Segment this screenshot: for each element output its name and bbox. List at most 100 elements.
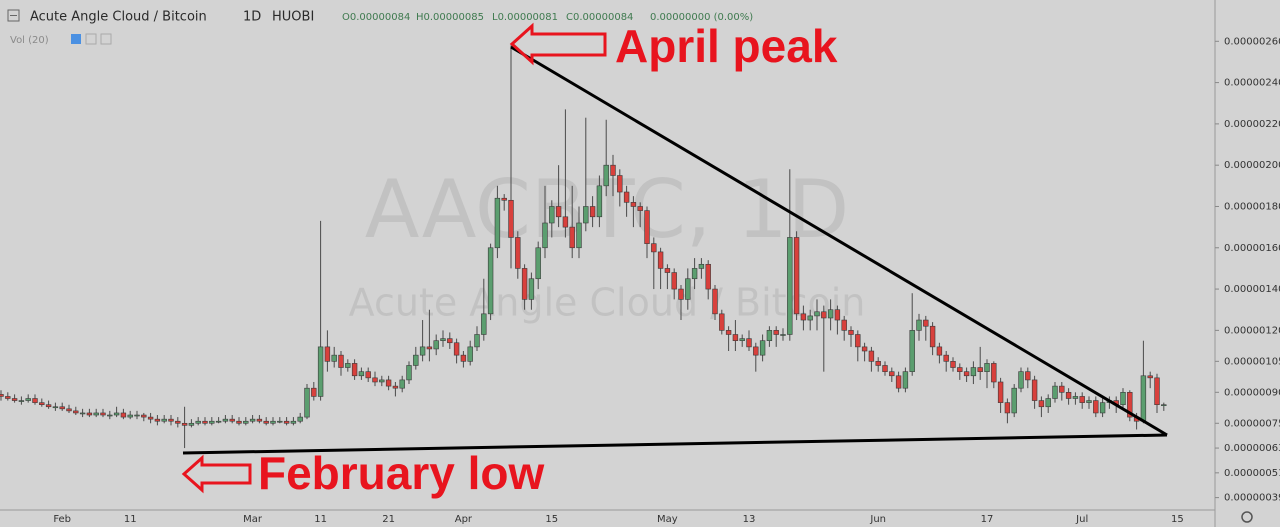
candle-body bbox=[297, 416, 303, 422]
candle-body bbox=[882, 365, 888, 372]
candle-body bbox=[787, 237, 793, 335]
candle-body bbox=[351, 363, 358, 377]
candle-body bbox=[290, 420, 297, 424]
candle-body bbox=[283, 420, 290, 424]
candle-body bbox=[1004, 402, 1011, 414]
candle-body bbox=[657, 251, 664, 269]
candle-body bbox=[712, 288, 718, 315]
candle-body bbox=[630, 202, 637, 207]
candle-body bbox=[807, 315, 813, 321]
candle-body bbox=[1025, 371, 1031, 381]
candle-body bbox=[868, 350, 875, 362]
candle-body bbox=[79, 412, 86, 415]
candle-body bbox=[766, 330, 773, 341]
candle-body bbox=[902, 371, 909, 389]
candle-body bbox=[746, 338, 752, 348]
candle-body bbox=[263, 420, 269, 424]
candle-body bbox=[154, 418, 161, 422]
candle-body bbox=[494, 197, 501, 249]
candle-body bbox=[270, 420, 276, 424]
candle-body bbox=[317, 346, 324, 397]
candle-body bbox=[18, 400, 25, 402]
volume-label[interactable]: Vol (20) bbox=[10, 35, 49, 46]
candle-body bbox=[1099, 402, 1106, 414]
candle-body bbox=[773, 330, 779, 335]
watermark-subtitle: Acute Angle Cloud / Bitcoin bbox=[349, 281, 866, 325]
y-tick-label: 0.00000140 bbox=[1224, 284, 1280, 295]
candle-body bbox=[1065, 392, 1072, 399]
candle-body bbox=[555, 206, 562, 218]
candle-body bbox=[365, 371, 371, 379]
candle-body bbox=[39, 402, 45, 405]
candle-body bbox=[596, 185, 603, 218]
candle-body bbox=[1079, 396, 1085, 403]
candle-body bbox=[127, 414, 133, 418]
candle-body bbox=[800, 313, 807, 321]
candle-body bbox=[719, 313, 725, 331]
candle-body bbox=[487, 247, 494, 315]
candle-body bbox=[277, 420, 283, 423]
candle-body bbox=[623, 191, 630, 203]
candle-body bbox=[467, 346, 473, 362]
candle-body bbox=[1059, 385, 1065, 393]
arrow-april bbox=[509, 22, 607, 66]
candle-body bbox=[406, 365, 412, 381]
close-value: C0.00000084 bbox=[566, 12, 633, 23]
symbol[interactable]: Acute Angle Cloud / Bitcoin bbox=[30, 10, 207, 25]
candle-body bbox=[345, 363, 351, 368]
y-tick-label: 0.00000160 bbox=[1224, 243, 1280, 254]
candle-body bbox=[100, 412, 106, 416]
candle-body bbox=[379, 379, 385, 383]
candle-body bbox=[841, 319, 847, 331]
candle-body bbox=[528, 278, 535, 300]
support-trendline[interactable] bbox=[182, 433, 1168, 455]
settings-button[interactable] bbox=[85, 33, 97, 45]
x-tick-label: 17 bbox=[981, 514, 994, 525]
remove-button[interactable] bbox=[100, 33, 112, 45]
candle-body bbox=[1086, 400, 1092, 403]
candle-body bbox=[549, 206, 555, 224]
candle-body bbox=[671, 272, 677, 290]
candle-body bbox=[256, 418, 263, 422]
candle-body bbox=[725, 330, 732, 335]
y-tick-label: 0.00000120 bbox=[1224, 325, 1280, 336]
interval[interactable]: 1D bbox=[243, 10, 261, 25]
candle-body bbox=[1093, 400, 1099, 414]
candle-body bbox=[11, 398, 18, 401]
y-tick-label: 0.00000200 bbox=[1224, 160, 1280, 171]
candle-body bbox=[603, 164, 609, 187]
candle-body bbox=[909, 330, 915, 372]
exchange[interactable]: HUOBI bbox=[272, 10, 314, 25]
candle-body bbox=[759, 340, 766, 356]
candle-body bbox=[997, 381, 1004, 403]
candle-body bbox=[651, 243, 657, 253]
candle-body bbox=[1127, 392, 1133, 418]
candle-body bbox=[447, 338, 453, 344]
candle-body bbox=[147, 416, 154, 420]
candle-body bbox=[331, 354, 337, 362]
candle-body bbox=[25, 398, 31, 401]
candle-body bbox=[732, 334, 739, 341]
candle-body bbox=[433, 340, 439, 350]
candle-body bbox=[385, 379, 392, 387]
candle-body bbox=[304, 387, 310, 418]
candle-body bbox=[168, 418, 174, 422]
x-tick-label: 11 bbox=[124, 514, 137, 525]
resistance-trendline[interactable] bbox=[510, 45, 1168, 437]
x-tick-label: Feb bbox=[53, 514, 71, 525]
y-tick-label: 0.00000075 bbox=[1224, 418, 1280, 429]
candle-body bbox=[1120, 392, 1126, 405]
candle-body bbox=[617, 175, 623, 193]
visibility-toggle[interactable] bbox=[71, 34, 81, 44]
settings-gear[interactable] bbox=[1241, 511, 1253, 523]
collapse-button[interactable] bbox=[7, 9, 20, 22]
y-tick-label: 0.00000180 bbox=[1224, 201, 1280, 212]
y-tick-label: 0.00000240 bbox=[1224, 78, 1280, 89]
candle-body bbox=[984, 363, 990, 372]
y-tick-label: 0.00000220 bbox=[1224, 119, 1280, 130]
high-value: H0.00000085 bbox=[416, 12, 484, 23]
candle-body bbox=[589, 206, 596, 218]
x-tick-label: 15 bbox=[545, 514, 558, 525]
